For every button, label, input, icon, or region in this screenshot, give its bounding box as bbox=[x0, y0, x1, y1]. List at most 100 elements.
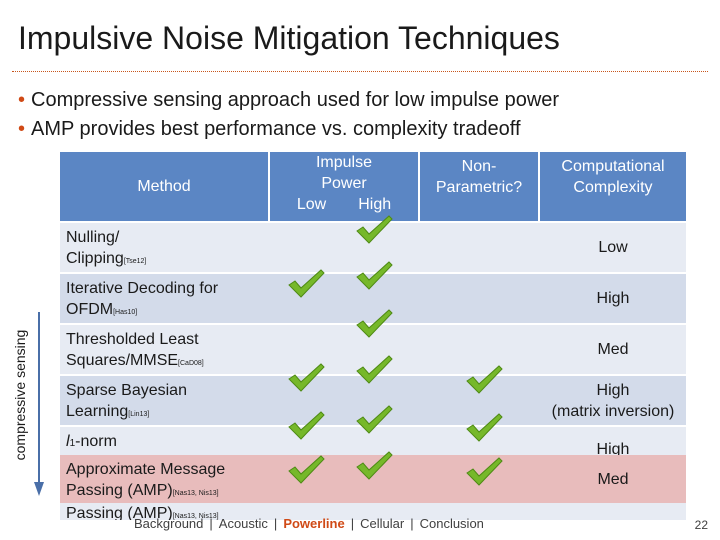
check-icon bbox=[354, 260, 394, 292]
page-number: 22 bbox=[694, 518, 708, 532]
table-row-partial: Passing (AMP)[Nas13, Nis13] bbox=[60, 503, 686, 520]
complexity-note: (matrix inversion) bbox=[551, 402, 675, 420]
method-cell: l1-norm bbox=[60, 427, 270, 455]
header-complexity: Computational Complexity bbox=[540, 152, 686, 221]
check-icon bbox=[286, 454, 326, 486]
method-ref: [CaD08] bbox=[178, 360, 204, 367]
footer-separator: | bbox=[273, 516, 278, 531]
method-cell: Thresholded Least Squares/MMSE[CaD08] bbox=[60, 325, 270, 374]
footer-item-cellular[interactable]: Cellular bbox=[360, 516, 405, 531]
check-icon bbox=[464, 412, 504, 444]
method-line1: l bbox=[66, 433, 70, 450]
check-icon bbox=[464, 364, 504, 396]
header-cc-line1: Computational bbox=[561, 158, 665, 175]
check-icon bbox=[354, 214, 394, 246]
check-icon bbox=[354, 404, 394, 436]
check-icon bbox=[286, 362, 326, 394]
check-icon bbox=[354, 354, 394, 386]
method-subscript: 1 bbox=[69, 438, 76, 449]
bullet-text: AMP provides best performance vs. comple… bbox=[31, 118, 521, 140]
header-low-label: Low bbox=[296, 196, 327, 213]
footer-item-acoustic[interactable]: Acoustic bbox=[218, 516, 268, 531]
method-line2-wrap: Clipping[Tse12] bbox=[66, 248, 264, 272]
complexity-cell: Med bbox=[540, 455, 686, 503]
method-cell: Approximate Message Passing (AMP)[Nas13,… bbox=[60, 455, 270, 503]
method-ref: [Nas13, Nis13] bbox=[172, 513, 219, 520]
method-line1: Nulling/ bbox=[66, 229, 120, 246]
method-line2-wrap: OFDM[Has10] bbox=[66, 299, 264, 323]
title-divider bbox=[12, 71, 708, 72]
complexity-value: High bbox=[596, 290, 630, 307]
table-row-highlighted: Approximate Message Passing (AMP)[Nas13,… bbox=[60, 455, 686, 503]
method-ref: [Tse12] bbox=[123, 258, 147, 265]
footer-separator: | bbox=[410, 516, 414, 531]
header-np-line1: Non- bbox=[461, 158, 497, 175]
method-ref: [Nas13, Nis13] bbox=[172, 490, 219, 497]
method-line1: Iterative Decoding for bbox=[66, 280, 219, 297]
method-line1-rest: -norm bbox=[75, 433, 117, 450]
method-cell: Iterative Decoding for OFDM[Has10] bbox=[60, 274, 270, 323]
slide-title: Impulsive Noise Mitigation Techniques bbox=[18, 20, 560, 56]
complexity-cell: High bbox=[540, 427, 686, 455]
header-method: Method bbox=[60, 152, 268, 221]
footer-separator: | bbox=[209, 516, 213, 531]
complexity-cell: Low bbox=[540, 223, 686, 272]
complexity-value: High bbox=[596, 441, 630, 455]
method-line2: Learning bbox=[66, 403, 129, 420]
comparison-table: Method Impulse Power Low High Non- Parame… bbox=[60, 152, 686, 522]
method-line2-wrap: Squares/MMSE[CaD08] bbox=[66, 350, 264, 374]
bullet-list: • Compressive sensing approach used for l… bbox=[18, 86, 559, 144]
method-cell: Nulling/ Clipping[Tse12] bbox=[60, 223, 270, 272]
check-icon bbox=[354, 308, 394, 340]
compressive-sensing-label: compressive sensing bbox=[12, 329, 28, 461]
method-ref: [Has10] bbox=[113, 309, 138, 316]
complexity-value: Med bbox=[597, 470, 629, 488]
method-line2: Passing (AMP) bbox=[66, 482, 173, 499]
complexity-value: High bbox=[596, 381, 630, 399]
check-icon bbox=[286, 410, 326, 442]
bullet-item: • Compressive sensing approach used for l… bbox=[18, 86, 559, 115]
bullet-dot-icon: • bbox=[18, 118, 26, 140]
footer-separator: | bbox=[350, 516, 355, 531]
header-impulse-power: Impulse Power Low High bbox=[270, 152, 418, 221]
method-line1: Thresholded Least bbox=[66, 331, 199, 348]
method-line1: Passing (AMP) bbox=[66, 505, 173, 520]
complexity-value: Low bbox=[598, 239, 628, 256]
method-cell: Sparse Bayesian Learning[Lin13] bbox=[60, 376, 270, 425]
header-low-high: Low High bbox=[270, 194, 418, 215]
complexity-value: Med bbox=[597, 341, 629, 358]
table-row: l1-norm High bbox=[60, 427, 686, 455]
method-cell: Passing (AMP)[Nas13, Nis13] bbox=[60, 503, 270, 520]
arrow-down-icon bbox=[34, 312, 44, 496]
method-line2: OFDM bbox=[66, 301, 114, 318]
method-line2-wrap: Learning[Lin13] bbox=[66, 401, 264, 425]
method-ref: [Lin13] bbox=[128, 411, 150, 418]
footer-item-powerline[interactable]: Powerline bbox=[283, 516, 345, 531]
method-line1: Approximate Message bbox=[66, 461, 226, 478]
header-power-label: Power bbox=[321, 175, 367, 192]
complexity-cell: High bbox=[540, 274, 686, 323]
method-line1-wrap: Passing (AMP)[Nas13, Nis13] bbox=[66, 503, 264, 520]
complexity-cell: Med bbox=[540, 325, 686, 374]
header-cc-line2: Complexity bbox=[573, 179, 653, 196]
header-np-line2: Parametric? bbox=[435, 179, 523, 196]
complexity-cell: High (matrix inversion) bbox=[540, 376, 686, 425]
bullet-text: Compressive sensing approach used for lo… bbox=[31, 89, 560, 111]
check-icon bbox=[464, 456, 504, 488]
method-line1-wrap: l1-norm bbox=[66, 431, 264, 454]
table-row: Iterative Decoding for OFDM[Has10] High bbox=[60, 274, 686, 323]
bullet-item: • AMP provides best performance vs. compl… bbox=[18, 115, 559, 144]
header-method-label: Method bbox=[137, 178, 191, 195]
check-icon bbox=[354, 450, 394, 482]
method-line1: Sparse Bayesian bbox=[66, 382, 187, 399]
method-line2-wrap: Passing (AMP)[Nas13, Nis13] bbox=[66, 480, 264, 504]
method-line2: Squares/MMSE bbox=[66, 352, 179, 369]
bullet-dot-icon: • bbox=[18, 89, 26, 111]
method-line2: Clipping bbox=[66, 250, 124, 267]
table-row: Sparse Bayesian Learning[Lin13] High (ma… bbox=[60, 376, 686, 425]
footer-item-conclusion[interactable]: Conclusion bbox=[419, 516, 484, 531]
header-impulse-label: Impulse bbox=[315, 154, 373, 171]
check-icon bbox=[286, 268, 326, 300]
header-non-parametric: Non- Parametric? bbox=[420, 152, 538, 221]
footer-item-background[interactable]: Background bbox=[134, 516, 204, 531]
